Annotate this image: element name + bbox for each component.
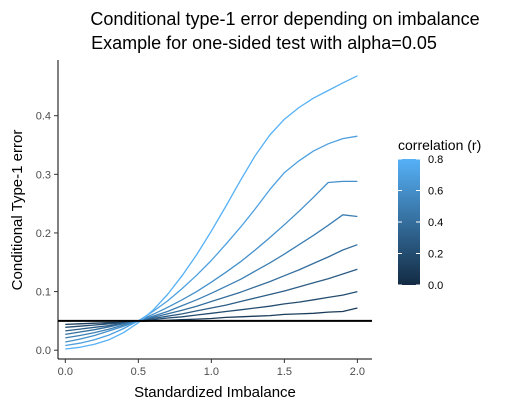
y-tick-label: 0.3 [36,169,51,181]
y-tick-label: 0.0 [36,345,51,357]
series-line [65,214,358,339]
legend-colorbar [398,159,420,285]
series-lines [65,75,358,350]
x-tick-label: 1.5 [277,366,292,378]
x-ticks: 0.0 0.5 1.0 1.5 2.0 [58,359,365,378]
x-tick-label: 0.5 [131,366,146,378]
legend-tick-label: 0.8 [428,154,443,166]
y-tick-label: 0.4 [36,111,51,123]
x-tick-label: 2.0 [350,366,365,378]
y-axis-title: Conditional Type-1 error [9,130,26,291]
legend-tick-label: 0.2 [428,249,443,261]
y-ticks: 0.0 0.1 0.2 0.3 0.4 [36,111,58,357]
series-line [65,290,358,328]
series-line [65,135,358,347]
legend-title: correlation (r) [398,137,481,153]
y-tick-label: 0.1 [36,287,51,299]
series-line [65,75,358,350]
x-tick-label: 1.0 [204,366,219,378]
series-line [65,307,358,326]
legend-tick-label: 0.6 [428,186,443,198]
series-line [65,244,358,336]
series-line [65,268,358,332]
legend-tick-label: 0.4 [428,217,443,229]
x-tick-label: 0.0 [58,366,73,378]
legend-tick-label: 0.0 [428,280,443,292]
series-line [65,180,358,343]
chart-subtitle: Example for one-sided test with alpha=0.… [91,33,437,53]
chart-title: Conditional type-1 error depending on im… [90,9,479,29]
legend-ticks: 0.8 0.6 0.4 0.2 0.0 [398,154,443,292]
y-tick-label: 0.2 [36,228,51,240]
plot-area: 0.0 0.1 0.2 0.3 0.4 0.0 0.5 1.0 1.5 2.0 [36,60,372,378]
x-axis-title: Standardized Imbalance [134,384,296,401]
legend: correlation (r) 0.8 0.6 0.4 0.2 0.0 [398,137,481,292]
